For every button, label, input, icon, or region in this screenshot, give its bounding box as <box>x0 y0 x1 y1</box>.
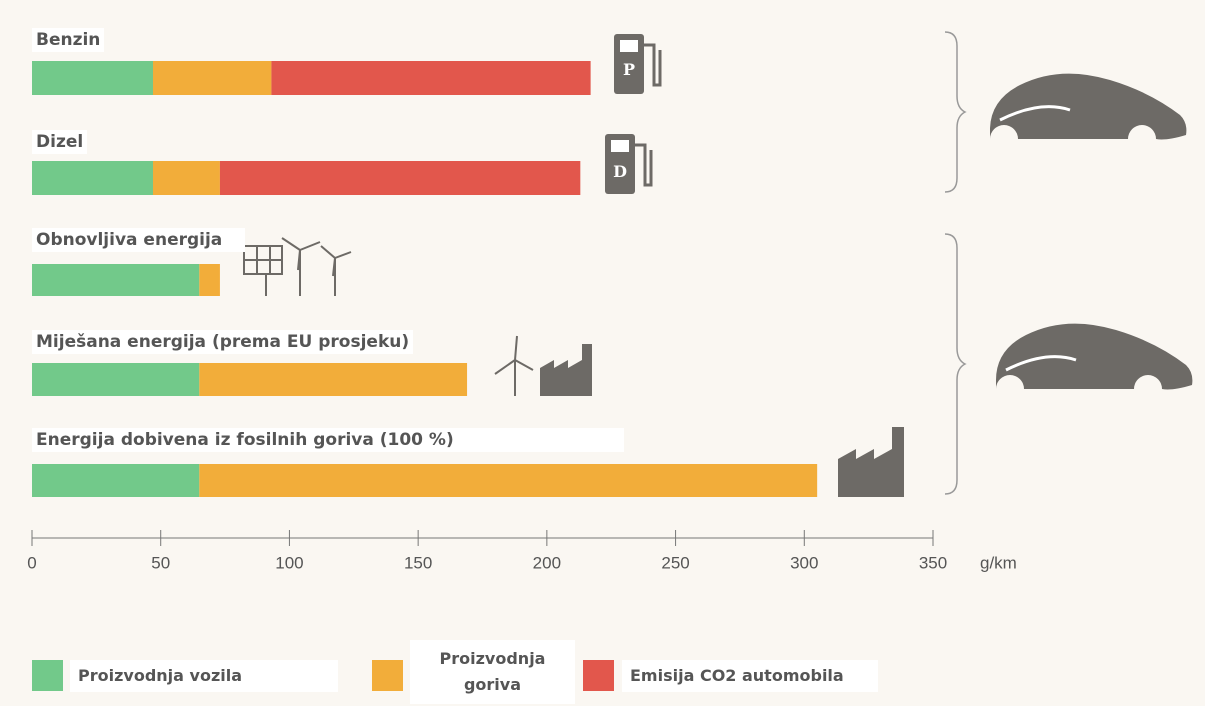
category-label: Benzin <box>32 28 104 52</box>
category-label: Energija dobivena iz fosilnih goriva (10… <box>32 428 624 452</box>
category-label: Dizel <box>32 130 87 154</box>
bar-segment <box>32 464 199 497</box>
brace <box>945 32 965 192</box>
x-tick-label: 150 <box>404 553 432 572</box>
svg-text:P: P <box>623 60 635 79</box>
pump-icon: P <box>614 34 660 94</box>
svg-text:D: D <box>613 162 627 181</box>
x-tick-label: 100 <box>275 553 303 572</box>
bar-segment <box>271 61 590 95</box>
x-tick-label: 300 <box>790 553 818 572</box>
bar-segment <box>153 161 220 195</box>
legend-label: Proizvodnja goriva <box>410 640 575 704</box>
legend-swatch <box>583 660 614 691</box>
car-icon <box>996 324 1192 390</box>
legend-label: Emisija CO2 automobila <box>622 660 878 692</box>
x-tick-label: 0 <box>27 553 36 572</box>
chart: P D g/km 0 50 100 150 200 250 300 350 Benzin Diz… <box>0 0 1205 706</box>
legend-label: Proizvodnja vozila <box>70 660 338 692</box>
legend-swatch <box>32 660 63 691</box>
x-tick-label: 350 <box>919 553 947 572</box>
x-tick-label: 200 <box>533 553 561 572</box>
x-tick-label: 250 <box>661 553 689 572</box>
bar-segment <box>199 363 467 396</box>
car-icon <box>990 74 1186 140</box>
bar-segment <box>32 363 199 396</box>
category-label: Miješana energija (prema EU prosjeku) <box>32 330 413 354</box>
x-tick-label: 50 <box>151 553 170 572</box>
bar-segment <box>32 61 153 95</box>
brace <box>945 234 965 494</box>
bar-segment <box>32 161 153 195</box>
bar-segment <box>32 264 199 296</box>
mixed-icon <box>495 336 592 396</box>
legend-swatch <box>372 660 403 691</box>
bar-segment <box>199 464 817 497</box>
bar-segment <box>153 61 271 95</box>
category-label: Obnovljiva energija <box>32 228 245 252</box>
renewable-icon <box>244 238 351 296</box>
pump-icon: D <box>605 134 651 194</box>
bar-segment <box>220 161 580 195</box>
x-axis-label: g/km <box>980 553 1017 572</box>
bar-segment <box>199 264 220 296</box>
factory-icon <box>838 427 904 497</box>
